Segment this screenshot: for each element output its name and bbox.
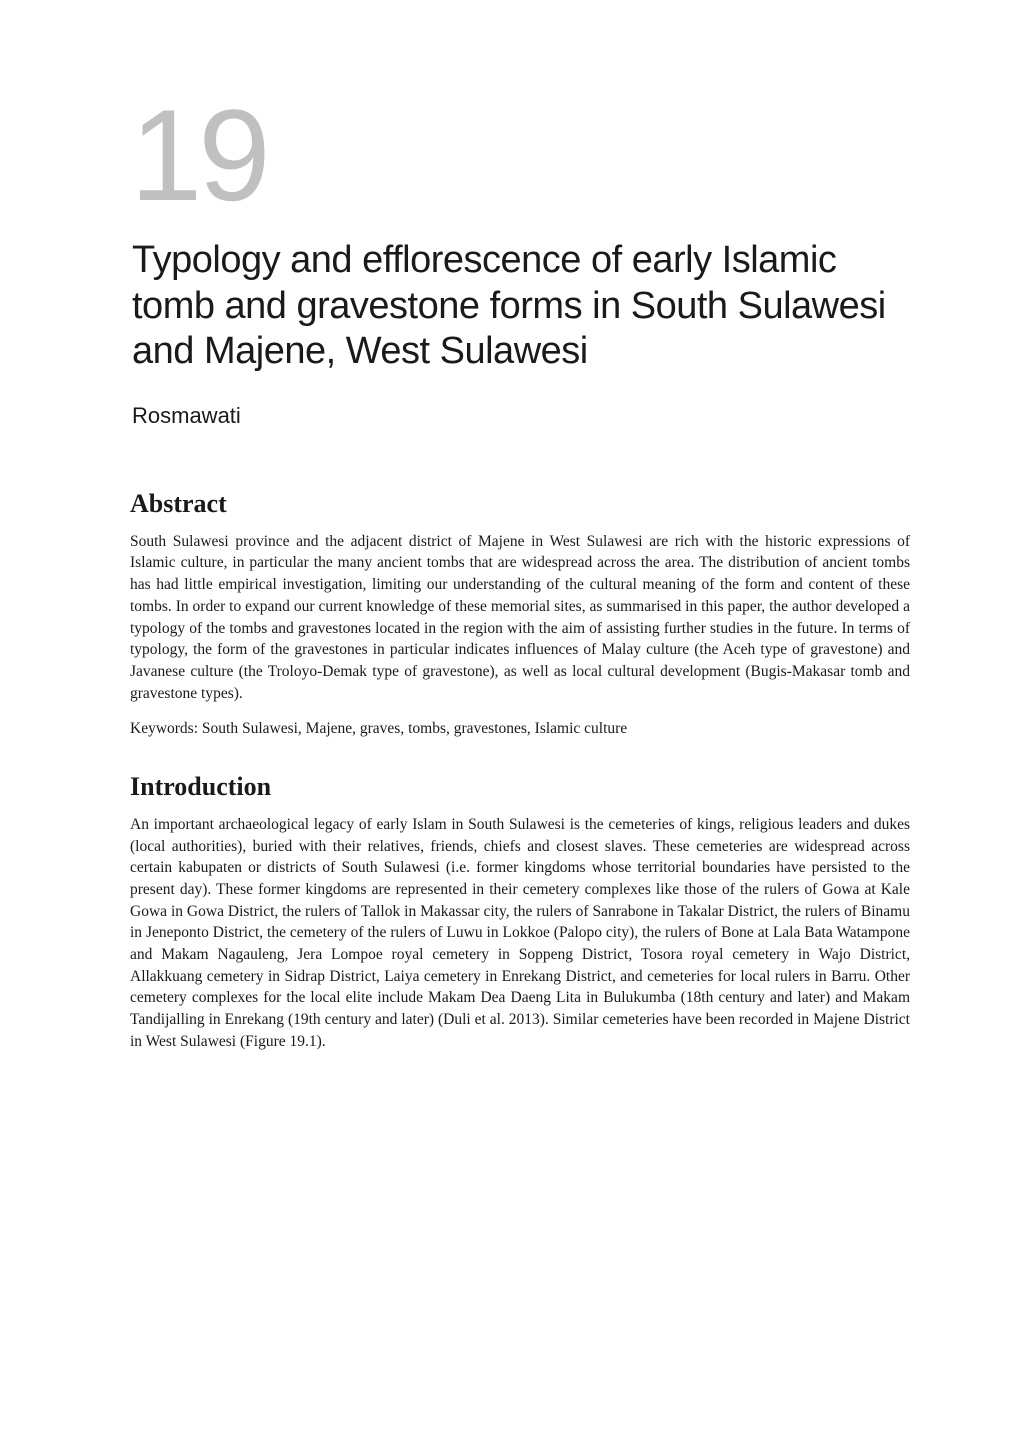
introduction-paragraph: An important archaeological legacy of ea… [130, 814, 910, 1053]
abstract-heading: Abstract [130, 489, 910, 519]
chapter-number: 19 [130, 90, 910, 220]
introduction-heading: Introduction [130, 772, 910, 802]
abstract-paragraph: South Sulawesi province and the adjacent… [130, 531, 910, 705]
keywords-text: Keywords: South Sulawesi, Majene, graves… [130, 718, 910, 740]
author-name: Rosmawati [130, 403, 910, 429]
chapter-title: Typology and efflorescence of early Isla… [130, 238, 910, 375]
